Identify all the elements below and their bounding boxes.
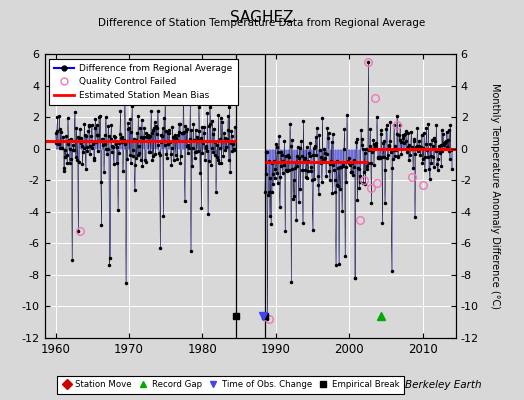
- Legend: Station Move, Record Gap, Time of Obs. Change, Empirical Break: Station Move, Record Gap, Time of Obs. C…: [57, 376, 404, 394]
- Text: SAGHEZ: SAGHEZ: [230, 10, 294, 25]
- Y-axis label: Monthly Temperature Anomaly Difference (°C): Monthly Temperature Anomaly Difference (…: [490, 83, 500, 309]
- Text: Berkeley Earth: Berkeley Earth: [406, 380, 482, 390]
- Legend: Difference from Regional Average, Quality Control Failed, Estimated Station Mean: Difference from Regional Average, Qualit…: [49, 58, 237, 105]
- Text: Difference of Station Temperature Data from Regional Average: Difference of Station Temperature Data f…: [99, 18, 425, 28]
